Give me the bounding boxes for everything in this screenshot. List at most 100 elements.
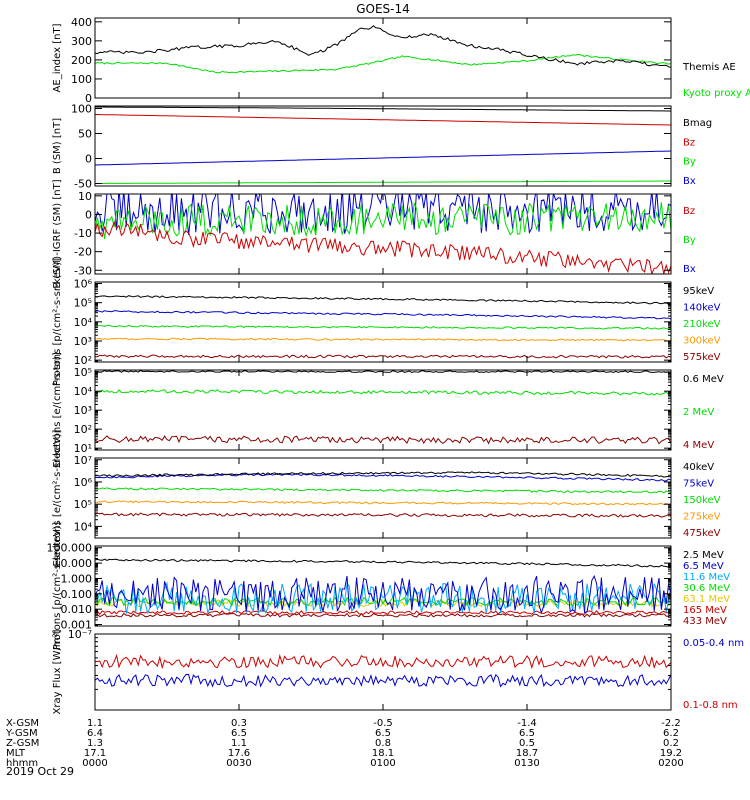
y-axis-label: Protons [p/(cm²-s-sr-keV)] <box>52 522 63 650</box>
orbit-cell: -2.2 <box>661 718 681 729</box>
plot-title: GOES-14 <box>356 2 410 16</box>
legend-entry: By <box>683 235 696 246</box>
orbit-cell: 1.1 <box>87 718 103 729</box>
panel-1: 0 100 200 300 400 AE_index [nT] Themis AE Kyoto… <box>52 16 750 105</box>
legend-entry: 2.5 MeV <box>683 550 724 561</box>
panel-4: 10² 10³ 10⁴ 10⁵ 10⁶ Protons [p/(cm²-s-sr-keV)… <box>52 258 721 386</box>
orbit-cell: 0.8 <box>375 738 391 749</box>
y-tick-label: 100 <box>71 73 92 86</box>
orbit-cell: 1.1 <box>231 738 247 749</box>
y-tick-label: 0 <box>85 208 92 221</box>
legend-entry: 275keV <box>683 512 721 523</box>
y-tick-label: 10⁷ <box>74 454 92 467</box>
y-tick-label: 0.001 <box>61 619 93 632</box>
series-line-433-mev <box>95 612 671 618</box>
series-line-bz <box>95 114 671 126</box>
legend-entry: 475keV <box>683 528 721 539</box>
series-line-275kev <box>95 500 671 506</box>
series-group <box>95 370 671 445</box>
y-tick-label: 0 <box>85 153 92 166</box>
series-line-6-5-mev <box>95 574 671 615</box>
panel-frame <box>94 457 672 539</box>
series-group <box>95 25 671 74</box>
y-tick-label: -20 <box>74 246 92 259</box>
orbit-row-label: hhmm <box>6 758 38 769</box>
series-line-40kev <box>95 471 671 478</box>
series-line-140kev <box>95 310 671 320</box>
legend-entry: 210keV <box>683 319 721 330</box>
panel-6: 10⁴ 10⁵ 10⁶ 10⁷ Electrons [e/(cm²-s-sr-keV)]… <box>52 429 721 566</box>
legend-entry: 150keV <box>683 495 721 506</box>
orbit-cell: 0.5 <box>519 738 535 749</box>
panel-3: -30 -20 -10 0 10 B (SM)-IGRF (SM) [nT] Bz By Bx <box>52 179 696 288</box>
y-tick-label: 0.010 <box>61 603 93 616</box>
y-tick-label: 10⁶ <box>74 476 93 489</box>
y-tick-label: 400 <box>71 16 92 29</box>
series-line-30-6-mev <box>95 596 671 608</box>
series-line-150kev <box>95 487 671 494</box>
legend-entry: By <box>683 157 696 168</box>
orbit-cell: 6.5 <box>519 728 535 739</box>
panel-frame <box>94 633 672 711</box>
series-group <box>95 106 671 184</box>
orbit-cell: 17.6 <box>228 748 250 759</box>
orbit-cell: 18.7 <box>516 748 538 759</box>
series-group <box>95 194 671 274</box>
legend-entry: 575keV <box>683 352 721 363</box>
orbit-cell: 0030 <box>226 758 251 769</box>
orbit-cell: 0100 <box>370 758 395 769</box>
y-tick-label: 200 <box>71 54 92 67</box>
series-line-bz <box>95 220 671 274</box>
legend-entry: 95keV <box>683 286 714 297</box>
y-tick-label: 10⁵ <box>74 366 92 379</box>
legend-entry: Bmag <box>683 118 712 129</box>
y-axis-label: Electrons [e/(cm²-s-sr-keV)] <box>52 429 63 566</box>
y-axis-label: AE_index [nT] <box>52 23 63 92</box>
orbit-cell: 19.2 <box>660 748 682 759</box>
orbit-cell: 0000 <box>82 758 107 769</box>
panel-8: 10⁻⁷ Xray Flux [W/m²] 0.05-0.4 nm 0.1-0.8 n… <box>52 628 744 714</box>
series-line-475kev <box>95 512 671 518</box>
y-tick-label: 10⁶ <box>74 278 93 291</box>
panel-frame <box>94 193 672 275</box>
legend-entry: 300keV <box>683 336 721 347</box>
y-tick-label: 10⁵ <box>74 498 92 511</box>
series-line-0-05-0-4-nm <box>95 673 671 688</box>
orbit-cell: -0.5 <box>373 718 393 729</box>
y-tick-label: 10² <box>74 423 92 436</box>
series-line-themis-ae <box>95 25 671 68</box>
legend-entry: 11.6 MeV <box>683 572 730 583</box>
orbit-cell: -1.4 <box>517 718 537 729</box>
series-line-95kev <box>95 295 671 305</box>
series-line-210kev <box>95 324 671 330</box>
legend-entry: 40keV <box>683 462 714 473</box>
orbit-row-label: Z-GSM <box>6 738 39 749</box>
y-tick-label: -30 <box>74 264 92 277</box>
series-line-2-5-mev <box>95 558 671 568</box>
series-line-300kev <box>95 337 671 342</box>
orbit-cell: 6.5 <box>231 728 247 739</box>
y-tick-label: 100.000 <box>47 542 93 555</box>
y-tick-label: 300 <box>71 35 92 48</box>
legend-entry: 0.05-0.4 nm <box>683 638 744 649</box>
series-line-bx <box>95 150 671 166</box>
y-tick-label: 10² <box>74 354 92 367</box>
series-group <box>95 653 671 688</box>
legend-entry: 433 MeV <box>683 616 727 627</box>
y-tick-label: 10⁴ <box>74 316 93 329</box>
y-tick-label: 10⁵ <box>74 297 92 310</box>
date-label: 2019 Oct 29 <box>6 765 74 778</box>
legend-entry: 63.1 MeV <box>683 594 730 605</box>
y-tick-label: 50 <box>78 128 92 141</box>
orbit-row-label: Y-GSM <box>5 728 38 739</box>
orbit-row-label: MLT <box>6 748 26 759</box>
panel-frame <box>94 17 672 99</box>
y-axis-label: Xray Flux [W/m²] <box>52 629 63 714</box>
y-tick-label: -10 <box>74 227 92 240</box>
orbit-cell: 0130 <box>514 758 539 769</box>
legend-entry: Bx <box>683 176 696 187</box>
panel-2: -50 0 50 100 B (SM) [nT] Bmag Bz By Bx <box>52 103 712 191</box>
legend-entry: 165 MeV <box>683 605 727 616</box>
